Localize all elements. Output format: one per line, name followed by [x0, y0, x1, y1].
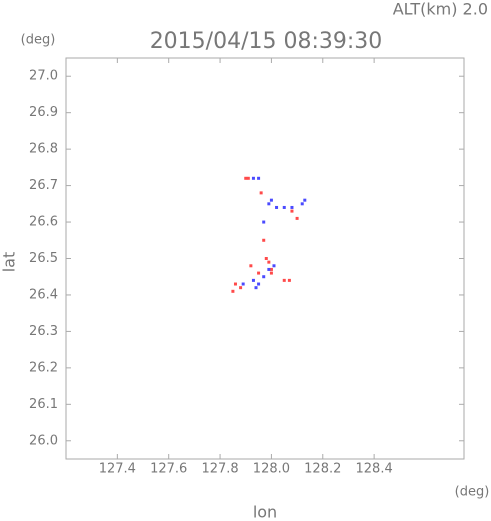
y-tick-label: 26.4: [29, 287, 58, 302]
y-tick-label: 27.0: [29, 69, 58, 84]
point: [287, 278, 291, 282]
point: [239, 286, 243, 290]
point: [257, 271, 261, 275]
point: [254, 286, 258, 290]
x-tick-label: 128.0: [253, 462, 290, 477]
point: [282, 278, 286, 282]
y-tick-label: 26.0: [29, 433, 58, 448]
point: [303, 198, 307, 202]
point: [262, 238, 266, 242]
y-tick-label: 26.7: [29, 178, 58, 193]
point: [300, 202, 304, 206]
point: [269, 198, 273, 202]
point: [257, 282, 261, 286]
point: [233, 282, 237, 286]
y-tick-label: 26.9: [29, 105, 58, 120]
y-tick-label: 26.8: [29, 142, 58, 157]
point: [246, 176, 250, 180]
point: [241, 282, 245, 286]
point: [290, 209, 294, 213]
point: [244, 176, 248, 180]
point: [231, 289, 235, 293]
altitude-label: ALT(km) 2.0: [393, 0, 488, 19]
point: [267, 260, 271, 264]
chart-title: 2015/04/15 08:39:30: [150, 29, 383, 54]
x-tick-label: 127.4: [99, 462, 136, 477]
point: [267, 202, 271, 206]
point: [249, 264, 253, 268]
x-axis-label: lon: [253, 503, 277, 521]
y-tick-label: 26.6: [29, 215, 58, 230]
y-unit: (deg): [21, 33, 56, 48]
y-axis-label: lat: [0, 252, 19, 273]
point: [259, 191, 263, 195]
y-tick-label: 26.3: [29, 324, 58, 339]
point: [262, 275, 266, 279]
x-tick-label: 128.2: [304, 462, 341, 477]
y-tick-label: 26.2: [29, 360, 58, 375]
x-tick-label: 127.8: [201, 462, 238, 477]
point: [269, 271, 273, 275]
x-tick-label: 128.4: [356, 462, 393, 477]
x-unit: (deg): [455, 485, 490, 500]
point: [295, 216, 299, 220]
point: [262, 220, 266, 224]
point: [251, 278, 255, 282]
point: [257, 176, 261, 180]
point: [251, 176, 255, 180]
point: [275, 205, 279, 209]
y-tick-label: 26.5: [29, 251, 58, 266]
point: [272, 264, 276, 268]
point: [269, 267, 273, 271]
point: [264, 257, 268, 260]
point: [290, 205, 294, 209]
x-tick-label: 127.6: [150, 462, 187, 477]
point: [267, 267, 271, 271]
y-tick-label: 26.1: [29, 397, 58, 412]
point: [282, 205, 286, 209]
